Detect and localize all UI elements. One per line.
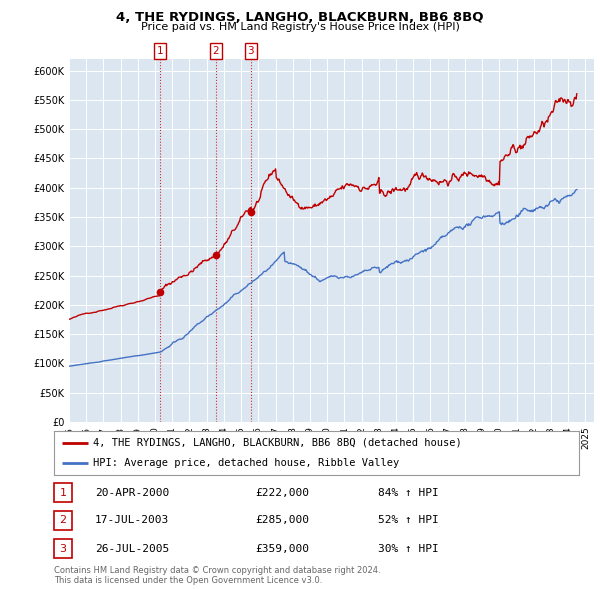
Text: 2: 2 [59, 516, 67, 525]
Text: 20-APR-2000: 20-APR-2000 [95, 488, 169, 497]
Text: 2: 2 [212, 46, 220, 56]
Text: Price paid vs. HM Land Registry's House Price Index (HPI): Price paid vs. HM Land Registry's House … [140, 22, 460, 32]
Text: £285,000: £285,000 [255, 516, 309, 525]
Text: 52% ↑ HPI: 52% ↑ HPI [377, 516, 439, 525]
Text: 4, THE RYDINGS, LANGHO, BLACKBURN, BB6 8BQ (detached house): 4, THE RYDINGS, LANGHO, BLACKBURN, BB6 8… [94, 438, 462, 448]
Text: 30% ↑ HPI: 30% ↑ HPI [377, 544, 439, 553]
Text: 4, THE RYDINGS, LANGHO, BLACKBURN, BB6 8BQ: 4, THE RYDINGS, LANGHO, BLACKBURN, BB6 8… [116, 11, 484, 24]
Text: 1: 1 [157, 46, 164, 56]
Text: 17-JUL-2003: 17-JUL-2003 [95, 516, 169, 525]
Text: HPI: Average price, detached house, Ribble Valley: HPI: Average price, detached house, Ribb… [94, 458, 400, 468]
Text: £222,000: £222,000 [255, 488, 309, 497]
Text: Contains HM Land Registry data © Crown copyright and database right 2024.
This d: Contains HM Land Registry data © Crown c… [54, 566, 380, 585]
Text: 84% ↑ HPI: 84% ↑ HPI [377, 488, 439, 497]
Text: 26-JUL-2005: 26-JUL-2005 [95, 544, 169, 553]
Text: £359,000: £359,000 [255, 544, 309, 553]
Text: 3: 3 [248, 46, 254, 56]
Text: 1: 1 [59, 488, 67, 497]
Text: 3: 3 [59, 544, 67, 553]
